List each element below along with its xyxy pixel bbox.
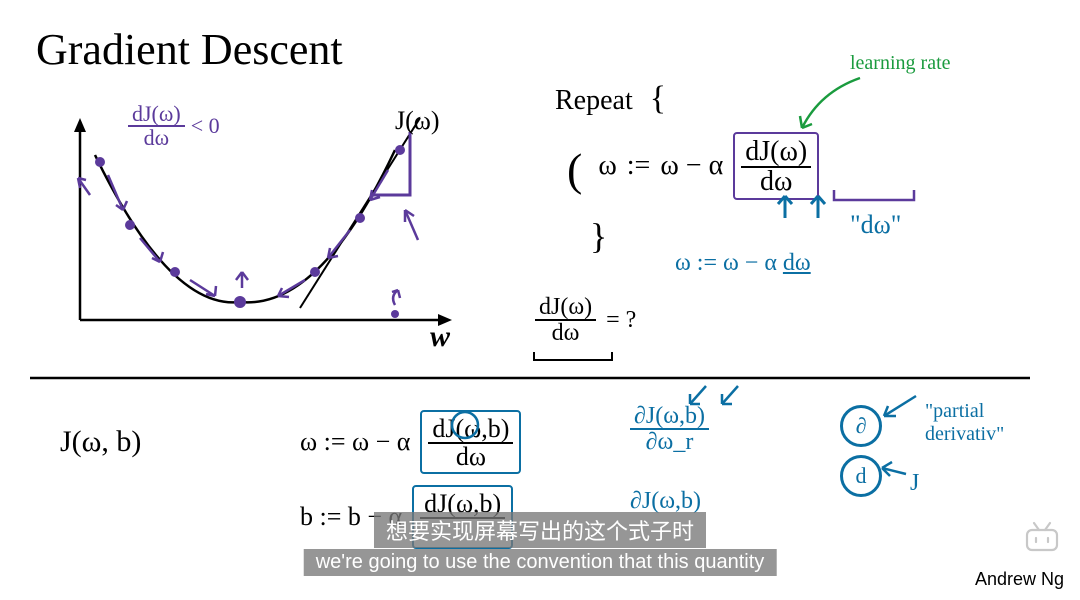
assign-sym: :=	[627, 150, 651, 182]
graph-deriv-label: dJ(ω) dω < 0	[128, 103, 220, 149]
question-underbracket	[530, 350, 620, 366]
graph-deriv-den: dω	[140, 127, 173, 149]
partial-frac: ∂J(ω,b) ∂ω_r	[630, 403, 709, 454]
w-lhs: ω := ω − α	[300, 427, 410, 457]
deriv-box-underbracket	[828, 186, 923, 208]
graph-svg	[0, 0, 470, 360]
w-update-wb: ω := ω − α dJ(ω,b) dω	[300, 410, 521, 474]
partial-line2: ∂J(ω,b)	[630, 488, 701, 515]
tv-icon	[1022, 520, 1062, 554]
partial-arrows	[682, 380, 762, 410]
question-deriv: dJ(ω) dω = ?	[535, 295, 636, 345]
deriv-box-num: dJ(ω)	[741, 138, 811, 168]
dw-quote: "dω"	[850, 210, 901, 240]
trailing-j: J	[910, 470, 919, 497]
question-num: dJ(ω)	[535, 295, 596, 321]
w-update-short: ω := ω − α dω	[675, 250, 811, 277]
subtitle-cn: 想要实现屏幕写出的这个式子时	[374, 512, 706, 548]
credit: Andrew Ng	[975, 569, 1064, 590]
question-den: dω	[548, 321, 584, 345]
w-sym: ω	[598, 150, 616, 182]
repeat-label: Repeat {	[555, 80, 666, 118]
partial-deriv-label: "partial derivativ"	[925, 400, 1004, 446]
brace-close: }	[590, 215, 607, 257]
d-circle-highlight	[448, 408, 482, 442]
divider-line	[30, 374, 1030, 382]
graph-deriv-num: dJ(ω)	[128, 103, 185, 127]
w-minus: ω − α	[660, 150, 723, 182]
repeat-word: Repeat	[555, 85, 633, 116]
learning-rate-arrow	[790, 72, 880, 142]
w-box-den: dω	[452, 444, 490, 470]
brace-open: {	[650, 80, 666, 117]
subtitle-en: we're going to use the convention that t…	[304, 549, 777, 576]
graph-j-label: J(ω)	[395, 106, 440, 136]
question-eq: = ?	[606, 307, 636, 334]
partial-den: ∂ω_r	[642, 430, 698, 454]
graph-deriv-suffix: < 0	[191, 113, 220, 139]
graph-w-label: w	[430, 320, 450, 354]
jwb-label: J(ω, b)	[60, 425, 141, 459]
